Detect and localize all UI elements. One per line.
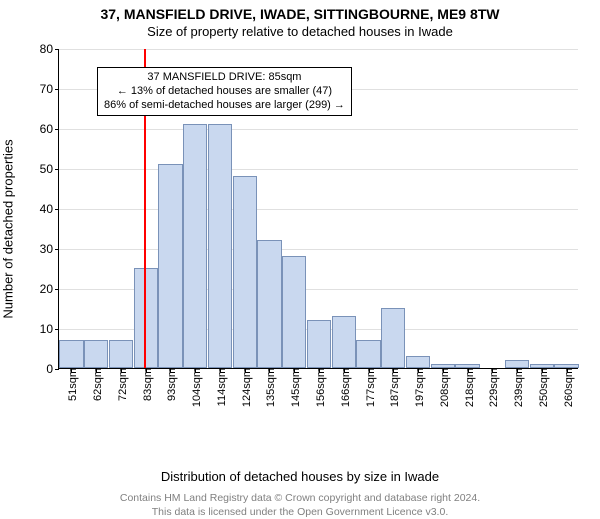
histogram-bar: [307, 320, 331, 368]
footer: Contains HM Land Registry data © Crown c…: [0, 492, 600, 519]
xtick-label: 250sqm: [534, 368, 550, 407]
xtick-label: 239sqm: [509, 368, 525, 407]
histogram-bar: [109, 340, 133, 368]
xtick-label: 135sqm: [261, 368, 277, 407]
ytick-label: 50: [40, 162, 59, 176]
xtick-label: 72sqm: [113, 368, 129, 401]
histogram-bar: [381, 308, 405, 368]
title-main: 37, MANSFIELD DRIVE, IWADE, SITTINGBOURN…: [0, 6, 600, 22]
histogram-bar: [332, 316, 356, 368]
annotation-line1: 37 MANSFIELD DRIVE: 85sqm: [104, 71, 345, 85]
y-axis-label: Number of detached properties: [1, 139, 16, 318]
xtick-label: 187sqm: [385, 368, 401, 407]
annotation-line2: ← 13% of detached houses are smaller (47…: [104, 85, 345, 99]
histogram-bar: [233, 176, 257, 368]
grid-line: [59, 209, 578, 210]
ytick-label: 10: [40, 322, 59, 336]
xtick-label: 104sqm: [187, 368, 203, 407]
ytick-label: 30: [40, 242, 59, 256]
ytick-label: 20: [40, 282, 59, 296]
histogram-bar: [84, 340, 108, 368]
xtick-label: 197sqm: [410, 368, 426, 407]
histogram-bar: [59, 340, 83, 368]
xtick-label: 62sqm: [88, 368, 104, 401]
xtick-label: 208sqm: [435, 368, 451, 407]
grid-line: [59, 169, 578, 170]
histogram-bar: [282, 256, 306, 368]
histogram-bar: [257, 240, 281, 368]
annotation-line3: 86% of semi-detached houses are larger (…: [104, 99, 345, 113]
xtick-label: 260sqm: [559, 368, 575, 407]
histogram-bar: [208, 124, 232, 368]
grid-line: [59, 129, 578, 130]
chart-area: Number of detached properties 0102030405…: [0, 39, 600, 419]
histogram-bar: [406, 356, 430, 368]
ytick-label: 0: [46, 362, 59, 376]
xtick-label: 156sqm: [311, 368, 327, 407]
annotation-box: 37 MANSFIELD DRIVE: 85sqm ← 13% of detac…: [97, 67, 352, 116]
footer-line1: Contains HM Land Registry data © Crown c…: [0, 492, 600, 506]
ytick-label: 80: [40, 42, 59, 56]
ytick-label: 60: [40, 122, 59, 136]
histogram-bar: [183, 124, 207, 368]
x-axis-label: Distribution of detached houses by size …: [0, 469, 600, 484]
title-sub: Size of property relative to detached ho…: [0, 24, 600, 39]
xtick-label: 83sqm: [138, 368, 154, 401]
grid-line: [59, 249, 578, 250]
grid-line: [59, 49, 578, 50]
plot-area: 0102030405060708051sqm62sqm72sqm83sqm93s…: [58, 49, 578, 369]
histogram-bar: [158, 164, 182, 368]
xtick-label: 166sqm: [336, 368, 352, 407]
ytick-label: 40: [40, 202, 59, 216]
xtick-label: 114sqm: [212, 368, 228, 406]
histogram-bar: [356, 340, 380, 368]
ytick-label: 70: [40, 82, 59, 96]
footer-line2: This data is licensed under the Open Gov…: [0, 506, 600, 519]
xtick-label: 93sqm: [162, 368, 178, 401]
xtick-label: 145sqm: [286, 368, 302, 407]
xtick-label: 177sqm: [361, 368, 377, 407]
xtick-label: 51sqm: [63, 368, 79, 401]
xtick-label: 218sqm: [460, 368, 476, 407]
xtick-label: 124sqm: [237, 368, 253, 407]
histogram-bar: [505, 360, 529, 368]
xtick-label: 229sqm: [484, 368, 500, 407]
